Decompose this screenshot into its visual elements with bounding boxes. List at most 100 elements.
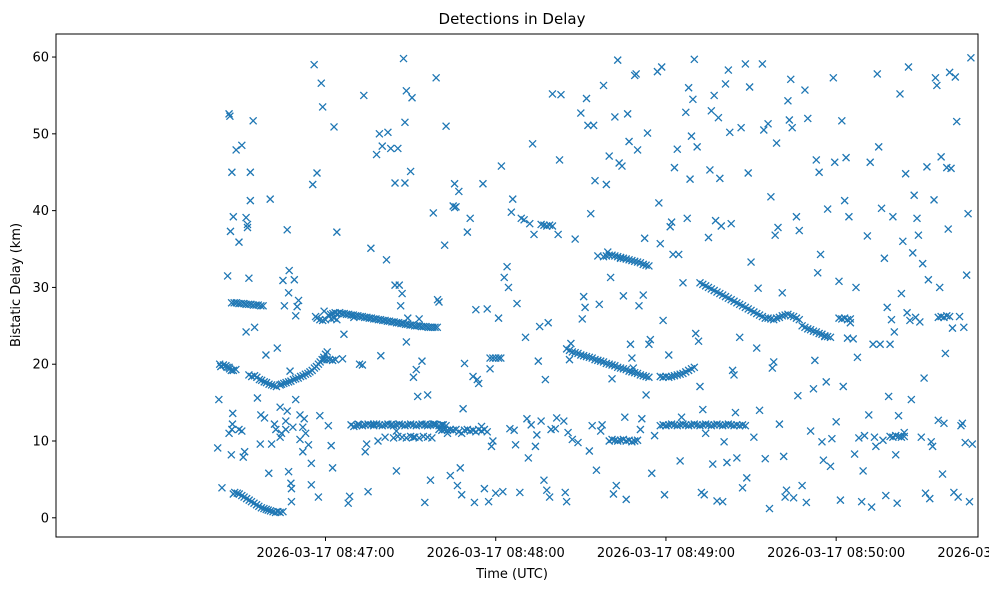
detection-point xyxy=(897,289,906,298)
detection-point xyxy=(738,483,747,492)
detection-point xyxy=(513,299,521,308)
detection-point xyxy=(798,481,807,490)
detection-point xyxy=(927,437,936,446)
detection-point xyxy=(636,425,645,434)
detection-point xyxy=(627,256,636,265)
detection-point xyxy=(231,365,240,374)
y-tick-label: 30 xyxy=(32,281,49,296)
detection-point xyxy=(636,371,645,379)
detection-point xyxy=(443,426,452,435)
detection-point xyxy=(598,420,607,429)
detection-point xyxy=(232,145,241,154)
detection-point xyxy=(938,470,947,478)
detection-point xyxy=(659,373,668,382)
detection-point xyxy=(854,433,863,442)
detection-point xyxy=(409,420,418,429)
detection-point xyxy=(788,123,797,132)
detection-point xyxy=(395,281,404,290)
detection-point xyxy=(642,261,651,270)
detection-point xyxy=(480,484,489,493)
detection-point xyxy=(227,450,236,459)
detection-point xyxy=(964,209,973,218)
detection-point xyxy=(415,433,424,442)
detection-point xyxy=(531,442,540,451)
detection-point xyxy=(829,73,838,82)
detection-point xyxy=(557,90,565,99)
detection-point xyxy=(720,437,729,446)
detection-point xyxy=(732,420,741,429)
detection-point xyxy=(400,421,409,430)
detection-point xyxy=(657,63,666,71)
detection-point xyxy=(355,420,364,429)
detection-point xyxy=(747,258,756,267)
detection-point xyxy=(758,59,767,68)
detection-point xyxy=(525,219,534,228)
detection-point xyxy=(891,450,900,459)
detection-point xyxy=(267,440,276,449)
detection-point xyxy=(225,109,234,118)
detection-point xyxy=(568,347,577,356)
detection-point xyxy=(266,195,275,204)
detection-point xyxy=(243,223,252,232)
detection-point xyxy=(586,209,595,218)
detection-point xyxy=(298,423,307,432)
detection-point xyxy=(460,359,469,368)
detection-point xyxy=(484,497,493,506)
detection-point xyxy=(317,79,326,88)
detection-point xyxy=(659,420,668,429)
detection-point xyxy=(870,433,879,442)
detection-point xyxy=(534,357,543,366)
detection-point xyxy=(420,498,429,507)
detection-point xyxy=(554,230,563,239)
detection-point xyxy=(656,421,665,430)
detection-point xyxy=(469,372,477,381)
detection-point xyxy=(396,301,405,310)
detection-point xyxy=(426,420,435,429)
detection-point xyxy=(383,128,392,137)
detection-point xyxy=(355,360,364,369)
detection-point xyxy=(278,507,287,516)
detection-point xyxy=(745,83,754,91)
detection-point xyxy=(524,453,533,462)
detection-point xyxy=(287,484,296,493)
detection-point xyxy=(291,311,300,320)
detection-point xyxy=(213,443,222,452)
detection-point xyxy=(237,427,246,435)
detection-point xyxy=(667,218,676,227)
detection-point xyxy=(262,505,271,514)
detection-point xyxy=(579,292,588,301)
detection-point xyxy=(364,420,373,429)
detection-point xyxy=(332,228,341,237)
detection-point xyxy=(225,112,234,121)
detection-point xyxy=(630,437,639,445)
detection-point xyxy=(730,421,738,430)
detection-point xyxy=(226,227,235,236)
detection-point xyxy=(792,212,801,221)
detection-point xyxy=(282,378,291,387)
detection-point xyxy=(494,354,503,363)
detection-point xyxy=(261,351,270,359)
detection-point xyxy=(286,367,295,376)
detection-point xyxy=(508,195,517,204)
detection-point xyxy=(681,420,690,429)
detection-point xyxy=(608,435,616,444)
x-tick-label: 2026-03-17 08:51:00 xyxy=(937,546,989,561)
detection-point xyxy=(457,490,466,499)
detection-point xyxy=(559,417,568,426)
detection-point xyxy=(555,155,564,164)
detection-point xyxy=(561,488,570,497)
detection-point xyxy=(471,305,480,314)
detection-point xyxy=(470,498,479,507)
detection-point xyxy=(237,141,246,150)
detection-point xyxy=(886,340,895,349)
detection-point xyxy=(921,489,930,498)
detection-point xyxy=(698,405,707,414)
detection-point xyxy=(440,425,449,434)
detection-point xyxy=(304,440,313,449)
detection-point xyxy=(656,239,665,248)
detection-point xyxy=(735,421,744,430)
detection-point xyxy=(432,73,441,82)
detection-point xyxy=(296,435,304,444)
detection-point xyxy=(386,144,395,153)
detection-point xyxy=(324,421,333,430)
